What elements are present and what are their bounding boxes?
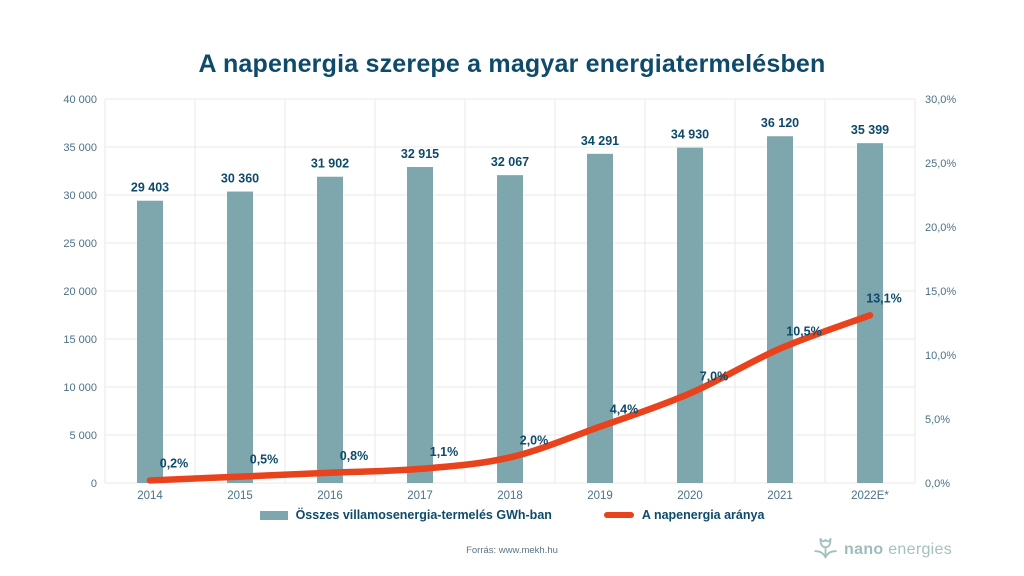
y-axis-label-right: 0,0%	[925, 478, 950, 490]
line-value-label: 0,8%	[340, 449, 369, 463]
bar-value-label: 34 930	[671, 128, 709, 142]
y-axis-label-right: 20,0%	[925, 222, 956, 234]
flower-icon	[814, 537, 837, 559]
y-axis-label-left: 35 000	[63, 142, 97, 154]
y-axis-label-right: 30,0%	[925, 94, 956, 106]
x-axis-label: 2016	[317, 490, 343, 502]
bar-2018	[497, 175, 523, 483]
bar-value-label: 29 403	[131, 181, 169, 195]
line-value-label: 0,5%	[250, 453, 279, 467]
x-axis-label: 2015	[227, 490, 253, 502]
bar-2019	[587, 153, 613, 483]
bar-value-label: 30 360	[221, 172, 259, 186]
bar-series-swatch	[259, 510, 288, 520]
legend-item-bars: Összes villamosenergia-termelés GWh-ban	[259, 508, 552, 522]
bar-value-label: 36 120	[761, 116, 799, 130]
x-axis-label: 2022E*	[851, 490, 889, 502]
bar-2020	[677, 147, 703, 483]
y-axis-label-left: 30 000	[63, 190, 97, 202]
chart-legend: Összes villamosenergia-termelés GWh-ban …	[0, 508, 1024, 522]
line-value-label: 7,0%	[700, 369, 729, 383]
brand-name-secondary: energies	[888, 540, 952, 558]
legend-item-line: A napenergia aránya	[603, 508, 765, 522]
y-axis-label-left: 0	[91, 478, 97, 490]
x-axis-label: 2014	[137, 490, 163, 502]
trend-line	[146, 312, 874, 484]
line-value-label: 1,1%	[430, 445, 459, 459]
line-value-label: 10,5%	[786, 325, 821, 339]
line-value-label: 13,1%	[866, 291, 901, 305]
bar-value-label: 34 291	[581, 134, 619, 148]
x-axis-label: 2021	[767, 490, 793, 502]
bar-value-label: 32 915	[401, 147, 439, 161]
bar-2014	[137, 200, 163, 483]
y-axis-label-left: 20 000	[63, 286, 97, 298]
y-axis-label-left: 25 000	[63, 238, 97, 250]
bar-value-label: 31 902	[311, 157, 349, 171]
bar-2015	[227, 191, 253, 483]
line-value-label: 0,2%	[160, 456, 189, 470]
y-axis-label-left: 5 000	[69, 430, 97, 442]
legend-label-line: A napenergia aránya	[641, 508, 765, 522]
line-value-label: 4,4%	[610, 403, 639, 417]
bar-2016	[317, 176, 343, 484]
bar-value-label: 32 067	[491, 155, 529, 169]
source-note: Forrás: www.mekh.hu	[466, 545, 558, 556]
line-value-label: 2,0%	[520, 433, 549, 447]
y-axis-label-left: 40 000	[63, 94, 97, 106]
bar-value-label: 35 399	[851, 123, 889, 137]
y-axis-label-right: 10,0%	[925, 350, 956, 362]
y-axis-label-right: 25,0%	[925, 158, 956, 170]
bar-2021	[767, 136, 793, 484]
x-axis-label: 2020	[677, 490, 703, 502]
y-axis-label-right: 5,0%	[925, 414, 950, 426]
bar-2017	[407, 167, 433, 484]
brand-name-primary: nano	[844, 540, 884, 558]
chart-title: A napenergia szerepe a magyar energiater…	[198, 50, 826, 78]
line-series-swatch	[603, 512, 634, 518]
legend-label-bars: Összes villamosenergia-termelés GWh-ban	[295, 508, 552, 522]
x-axis-label: 2017	[407, 490, 433, 502]
brand-logo: nano energies	[812, 536, 952, 563]
brand-name: nano energies	[844, 541, 952, 559]
y-axis-label-left: 10 000	[63, 382, 97, 394]
x-axis-label: 2018	[497, 490, 523, 502]
y-axis-label-left: 15 000	[63, 334, 97, 346]
x-axis-label: 2019	[587, 490, 613, 502]
y-axis-label-right: 15,0%	[925, 286, 956, 298]
